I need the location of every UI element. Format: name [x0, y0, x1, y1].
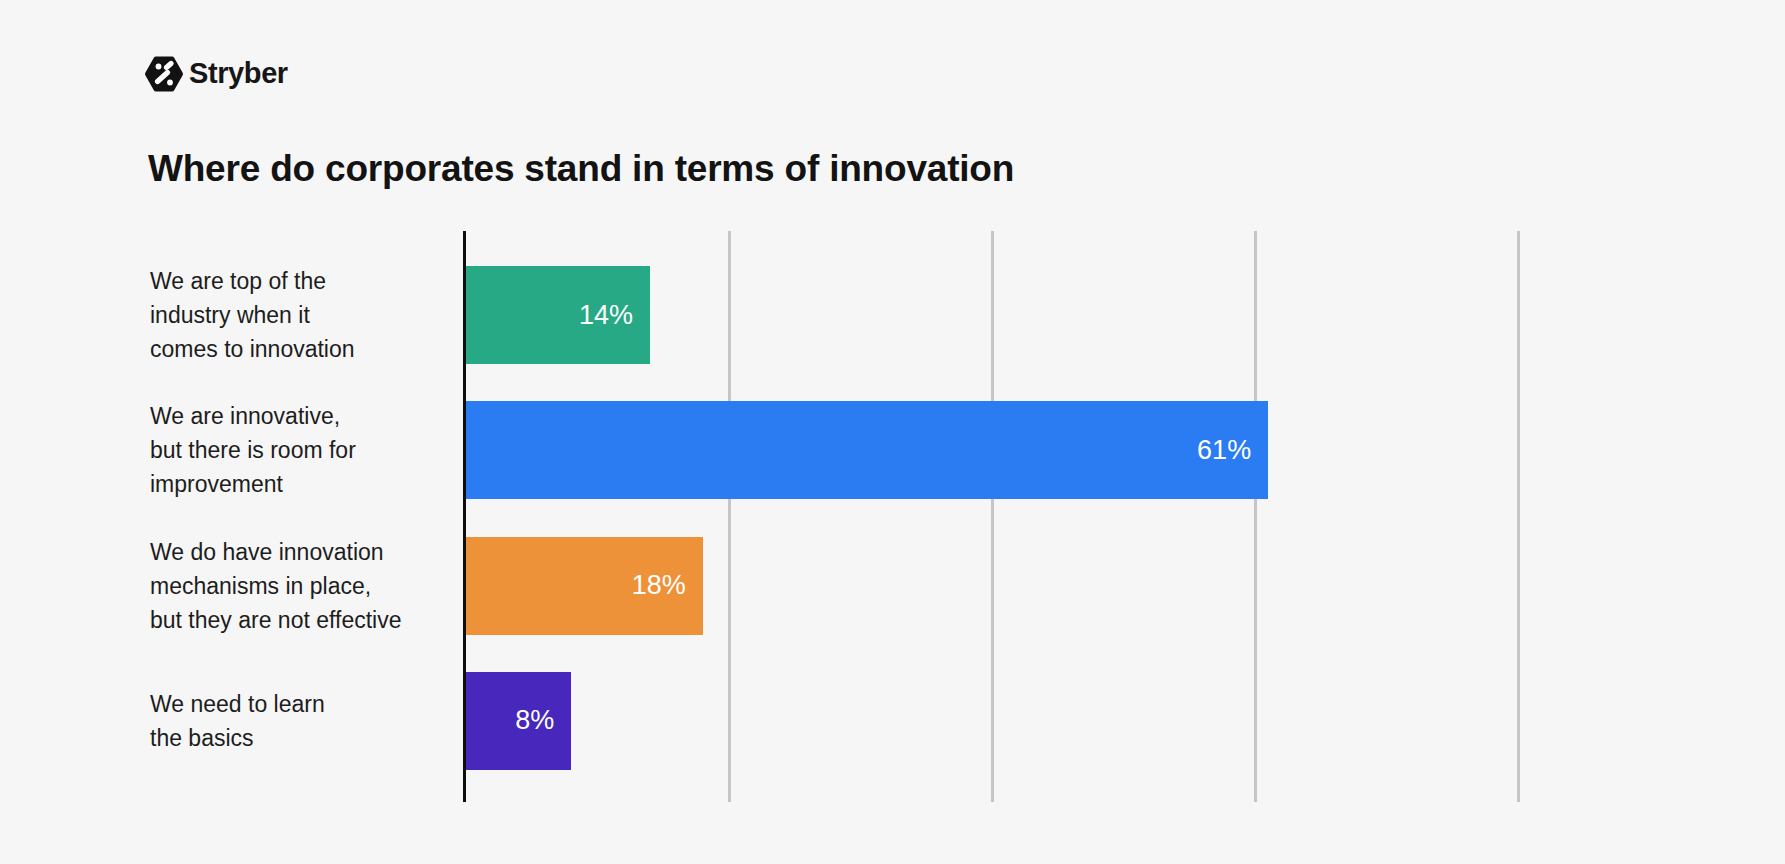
bar-value-label: 8%	[515, 707, 571, 734]
stryber-logo-icon	[144, 53, 184, 95]
gridline-80pct	[1517, 231, 1520, 802]
gridline-60pct	[1254, 231, 1257, 802]
bar-value-label: 18%	[632, 572, 703, 599]
bar-value-label: 14%	[579, 302, 650, 329]
bar-1: 14%	[466, 266, 650, 364]
category-label-3: We do have innovation mechanisms in plac…	[150, 535, 470, 637]
category-label-1: We are top of the industry when it comes…	[150, 264, 470, 366]
bar-value-label: 61%	[1197, 437, 1268, 464]
category-label-4: We need to learn the basics	[150, 687, 470, 755]
stryber-logo: Stryber	[144, 53, 288, 95]
stryber-logo-text: Stryber	[189, 59, 288, 90]
chart-title: Where do corporates stand in terms of in…	[148, 147, 1014, 191]
bar-2: 61%	[466, 401, 1268, 499]
category-label-2: We are innovative, but there is room for…	[150, 399, 470, 501]
gridline-40pct	[991, 231, 994, 802]
infographic-page: Stryber Where do corporates stand in ter…	[0, 0, 1785, 864]
y-axis-line	[463, 231, 466, 802]
gridline-20pct	[728, 231, 731, 802]
chart-plot-area: 14% 61% 18% 8%	[466, 231, 1518, 802]
bar-4: 8%	[466, 672, 571, 770]
bar-3: 18%	[466, 537, 703, 635]
